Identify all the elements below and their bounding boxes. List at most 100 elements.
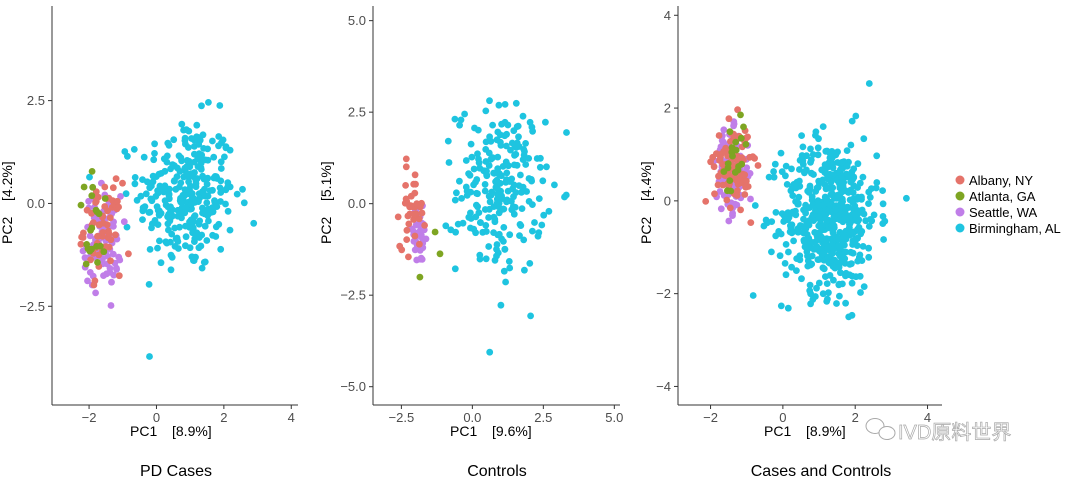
point-birmingham-al <box>765 173 773 181</box>
point-birmingham-al <box>458 195 465 202</box>
y-tick-label: −4 <box>656 379 671 394</box>
x-axis-label: PC1 <box>450 423 477 439</box>
point-birmingham-al <box>760 222 768 230</box>
point-birmingham-al <box>196 154 204 162</box>
point-birmingham-al <box>903 194 910 202</box>
y-tick-label: 4 <box>664 8 671 23</box>
y-tick-label: 5.0 <box>348 13 366 28</box>
point-birmingham-al <box>835 250 843 258</box>
point-seattle-wa <box>86 269 94 276</box>
point-birmingham-al <box>500 267 508 275</box>
point-birmingham-al <box>472 178 479 186</box>
point-birmingham-al <box>856 179 864 187</box>
point-birmingham-al <box>517 171 524 179</box>
point-albany-ny <box>411 232 419 240</box>
point-birmingham-al <box>808 252 816 260</box>
point-birmingham-al <box>836 292 843 300</box>
point-birmingham-al <box>865 244 872 252</box>
point-birmingham-al <box>830 276 837 284</box>
y-tick-label: 2.5 <box>27 93 45 108</box>
point-birmingham-al <box>195 220 203 228</box>
point-birmingham-al <box>537 154 544 162</box>
point-birmingham-al <box>539 177 547 185</box>
point-birmingham-al <box>815 256 823 263</box>
point-birmingham-al <box>205 217 212 225</box>
legend-label-atlanta: Atlanta, GA <box>969 189 1036 204</box>
point-birmingham-al <box>487 191 495 199</box>
y-axis-label: PC2 <box>638 217 654 244</box>
point-birmingham-al <box>481 206 489 213</box>
point-birmingham-al <box>153 203 161 211</box>
point-birmingham-al <box>848 117 856 125</box>
point-birmingham-al <box>186 244 194 252</box>
point-birmingham-al <box>829 263 837 270</box>
point-atlanta-ga <box>731 168 739 176</box>
point-birmingham-al <box>177 198 185 206</box>
x-axis-label-percent: [8.9%] <box>806 423 846 439</box>
point-birmingham-al <box>520 236 528 244</box>
point-albany-ny <box>94 232 101 240</box>
point-albany-ny <box>396 242 404 250</box>
point-birmingham-al <box>201 192 209 200</box>
point-birmingham-al <box>785 248 792 256</box>
point-birmingham-al <box>788 165 795 173</box>
x-tick-label: 2 <box>852 410 859 425</box>
point-birmingham-al <box>226 146 234 154</box>
point-birmingham-al <box>802 209 809 217</box>
legend: Albany, NY Atlanta, GA Seattle, WA Birmi… <box>955 173 1061 236</box>
point-birmingham-al <box>784 216 792 224</box>
y-axis-label-percent: [4.4%] <box>638 161 654 201</box>
point-albany-ny <box>410 210 418 218</box>
point-birmingham-al <box>181 192 188 200</box>
point-birmingham-al <box>501 245 509 253</box>
point-birmingham-al <box>145 281 153 288</box>
point-albany-ny <box>733 192 741 199</box>
point-birmingham-al <box>189 229 197 237</box>
legend-label-birmingham: Birmingham, AL <box>969 221 1061 236</box>
point-birmingham-al <box>777 149 785 157</box>
point-seattle-wa <box>417 233 425 241</box>
point-atlanta-ga <box>96 242 104 250</box>
point-birmingham-al <box>849 199 857 207</box>
point-albany-ny <box>723 196 731 204</box>
point-birmingham-al <box>498 235 505 243</box>
point-albany-ny <box>713 150 720 158</box>
point-albany-ny <box>403 236 411 244</box>
point-birmingham-al <box>840 203 847 211</box>
point-birmingham-al <box>814 151 822 159</box>
point-birmingham-al <box>829 229 837 237</box>
point-albany-ny <box>733 177 741 185</box>
point-birmingham-al <box>209 137 216 145</box>
point-birmingham-al <box>515 133 522 141</box>
point-birmingham-al <box>782 162 790 170</box>
point-albany-ny <box>407 192 415 200</box>
point-birmingham-al <box>848 279 856 287</box>
point-birmingham-al <box>198 102 205 110</box>
point-birmingham-al <box>814 144 822 152</box>
point-seattle-wa <box>747 195 754 203</box>
point-birmingham-al <box>860 210 868 218</box>
point-birmingham-al <box>164 185 172 193</box>
point-birmingham-al <box>815 201 823 209</box>
point-birmingham-al <box>203 237 211 244</box>
point-birmingham-al <box>525 175 533 182</box>
point-birmingham-al <box>799 161 807 168</box>
point-birmingham-al <box>852 112 860 120</box>
point-birmingham-al <box>865 80 873 87</box>
point-birmingham-al <box>164 220 172 228</box>
point-birmingham-al <box>829 184 837 192</box>
legend-swatch-birmingham <box>955 223 965 233</box>
point-birmingham-al <box>777 302 785 310</box>
point-atlanta-ga <box>94 259 101 266</box>
point-seattle-wa <box>113 264 120 272</box>
point-birmingham-al <box>845 189 852 196</box>
point-birmingham-al <box>858 228 866 235</box>
panel-pd-cases: −2 0 2 4 −2.5 0.0 2.5 PC1 [8.9%] PC2 [4.2%] PD… <box>0 6 298 477</box>
point-atlanta-ga <box>740 123 747 131</box>
point-albany-ny <box>710 163 718 171</box>
point-birmingham-al <box>493 252 500 260</box>
point-birmingham-al <box>146 246 154 253</box>
point-albany-ny <box>77 240 85 248</box>
y-axis-label: PC2 <box>0 217 15 244</box>
point-birmingham-al <box>482 255 490 263</box>
